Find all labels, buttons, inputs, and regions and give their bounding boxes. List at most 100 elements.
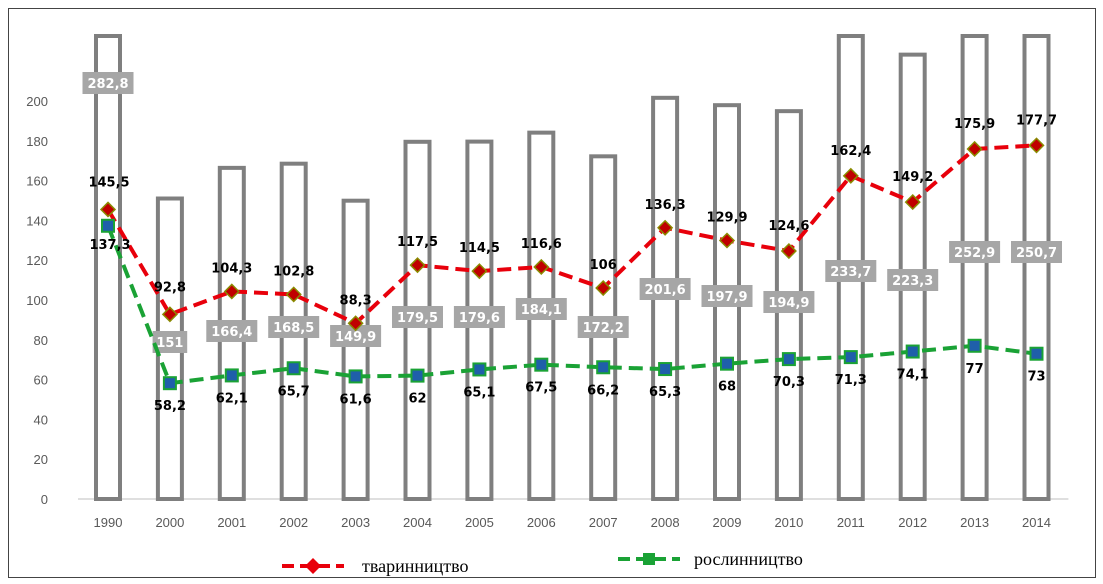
series-data-label: 62	[408, 392, 426, 407]
bar-value-label: 197,9	[706, 290, 747, 305]
x-tick-label: 2009	[713, 515, 742, 530]
series-point	[658, 362, 673, 377]
series-point	[595, 279, 612, 297]
bar-value-box	[949, 241, 1001, 263]
bar-value-label: 252,9	[954, 246, 995, 261]
series-point	[1028, 137, 1045, 154]
series-point	[224, 368, 239, 383]
legend-item: рослинництво	[618, 549, 803, 569]
bar	[1022, 34, 1051, 501]
series-data-label: 66,2	[587, 383, 619, 398]
series-point	[657, 219, 674, 236]
bar-value-label: 223,3	[892, 274, 933, 289]
bar-value-box	[825, 260, 877, 282]
x-tick-label: 2014	[1022, 515, 1051, 530]
bar-value-box	[577, 316, 629, 338]
bar-value-box	[639, 278, 691, 300]
y-tick-label: 40	[34, 412, 48, 427]
y-tick-label: 120	[26, 253, 48, 268]
bar-value-box	[701, 285, 753, 307]
series-data-label: 73	[1027, 370, 1045, 385]
series-point	[596, 360, 611, 375]
bar-value-box	[330, 325, 382, 347]
bar-value-label: 201,6	[645, 283, 686, 298]
series-point	[99, 201, 117, 218]
series-data-label: 74,1	[897, 368, 929, 383]
bar-value-label: 151	[156, 336, 183, 351]
series-data-label: 129,9	[706, 210, 747, 225]
x-tick-label: 2010	[774, 515, 803, 530]
series-point	[780, 242, 797, 260]
legend-label: тваринництво	[362, 556, 469, 576]
series-point	[905, 344, 920, 359]
series-line-2	[106, 225, 1037, 386]
bar-value-label: 149,9	[335, 330, 376, 345]
series-point	[471, 263, 488, 280]
series-data-label: 65,7	[278, 384, 310, 399]
series-point	[410, 368, 425, 383]
series-data-label: 77	[966, 362, 984, 377]
x-tick-label: 2006	[527, 515, 556, 530]
series-point	[101, 218, 115, 233]
bar-value-box	[1011, 241, 1062, 263]
bar-value-label: 184,1	[521, 303, 562, 318]
series-point	[533, 258, 550, 276]
series-point	[904, 194, 921, 211]
series-data-label: 71,3	[835, 373, 867, 388]
bar-value-box	[887, 269, 939, 291]
bar-value-label: 179,6	[459, 311, 500, 326]
bar-value-label: 179,5	[397, 311, 438, 326]
series-point	[285, 286, 302, 303]
x-tick-label: 2003	[341, 515, 370, 530]
series-data-label: 117,5	[397, 235, 438, 250]
series-data-label: 61,6	[340, 392, 372, 407]
series-point	[409, 257, 426, 274]
series-point	[1029, 346, 1044, 361]
series-data-label: 116,6	[521, 237, 562, 252]
bar-value-label: 282,8	[87, 77, 128, 92]
x-tick-label: 2005	[465, 515, 494, 530]
series-data-label: 62,1	[216, 391, 248, 406]
series-data-label: 162,4	[830, 144, 871, 159]
bar-value-box	[268, 316, 320, 338]
series-data-label: 88,3	[340, 293, 372, 308]
bar-value-label: 166,4	[211, 325, 252, 340]
x-tick-label: 2000	[155, 515, 184, 530]
bar-value-box	[206, 320, 258, 342]
series-data-label: 104,3	[211, 261, 252, 276]
series-point	[347, 315, 364, 332]
series-point	[718, 232, 736, 249]
bar-value-label: 233,7	[830, 265, 871, 280]
bar-value-label: 168,5	[273, 321, 314, 336]
series-data-label: 65,3	[649, 385, 681, 400]
series-data-label: 106	[590, 258, 617, 273]
series-point	[843, 350, 858, 365]
series-data-label: 65,1	[463, 385, 495, 400]
series-point	[534, 357, 549, 372]
legend-label: рослинництво	[694, 549, 803, 569]
series-point	[161, 306, 178, 323]
x-tick-label: 2001	[217, 515, 246, 530]
bar	[94, 34, 122, 501]
bar-value-label: 172,2	[583, 321, 624, 336]
bar	[960, 34, 989, 501]
bar	[341, 198, 370, 501]
series-data-label: 136,3	[645, 198, 686, 213]
y-tick-label: 160	[26, 174, 48, 189]
x-tick-label: 2008	[651, 515, 680, 530]
series-point	[966, 140, 983, 158]
series-data-label: 145,5	[88, 175, 129, 190]
y-tick-label: 60	[34, 373, 48, 388]
bar-value-box	[763, 291, 815, 313]
series-point	[223, 283, 240, 300]
series-data-label: 175,9	[954, 117, 995, 132]
bar-value-label: 194,9	[768, 296, 809, 311]
y-tick-label: 0	[41, 492, 48, 507]
series-point	[348, 369, 363, 384]
series-data-label: 177,7	[1016, 113, 1057, 128]
series-point	[286, 361, 301, 376]
series-point	[720, 356, 734, 371]
bar-value-label: 250,7	[1016, 246, 1057, 261]
x-tick-label: 2011	[837, 515, 865, 530]
y-tick-label: 20	[34, 452, 48, 467]
